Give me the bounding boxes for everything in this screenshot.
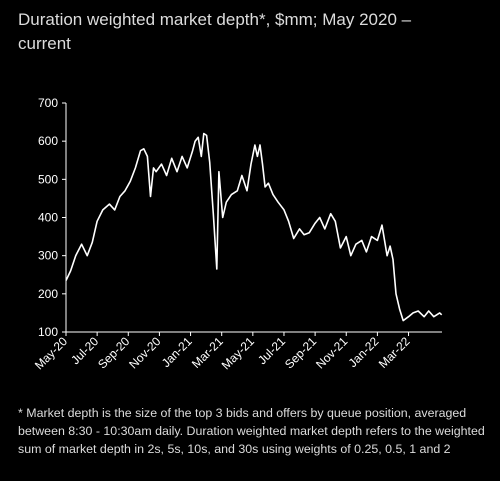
series-line xyxy=(65,132,443,322)
x-tick-label: Mar-22 xyxy=(376,334,413,371)
y-tick-label: 200 xyxy=(38,287,58,301)
x-tick-label: May-20 xyxy=(32,334,70,372)
x-tick-label: Jan-21 xyxy=(159,334,195,370)
y-tick-label: 500 xyxy=(38,172,58,186)
y-tick-label: 600 xyxy=(38,134,58,148)
footnote: * Market depth is the size of the top 3 … xyxy=(18,406,485,456)
x-tick-label: Nov-21 xyxy=(313,334,350,371)
series-group xyxy=(65,132,443,322)
x-tick-label: Sep-21 xyxy=(282,334,319,371)
chart-title: Duration weighted market depth*, $mm; Ma… xyxy=(18,10,412,53)
x-tick-label: May-21 xyxy=(219,334,257,372)
x-tick-label: Jan-22 xyxy=(346,334,382,370)
y-tick-label: 100 xyxy=(38,325,58,339)
x-axis: May-20Jul-20Sep-20Nov-20Jan-21Mar-21May-… xyxy=(32,331,442,372)
y-tick-label: 400 xyxy=(38,211,58,225)
y-tick-label: 700 xyxy=(38,96,58,110)
y-tick-label: 300 xyxy=(38,249,58,263)
x-tick-label: Nov-20 xyxy=(126,334,163,371)
y-axis: 100 200 300 400 500 600 700 xyxy=(38,96,67,339)
line-chart: 100 200 300 400 500 600 700 May-20Jul-20Sep-20… xyxy=(32,96,443,372)
x-tick-label: Sep-20 xyxy=(95,334,132,371)
